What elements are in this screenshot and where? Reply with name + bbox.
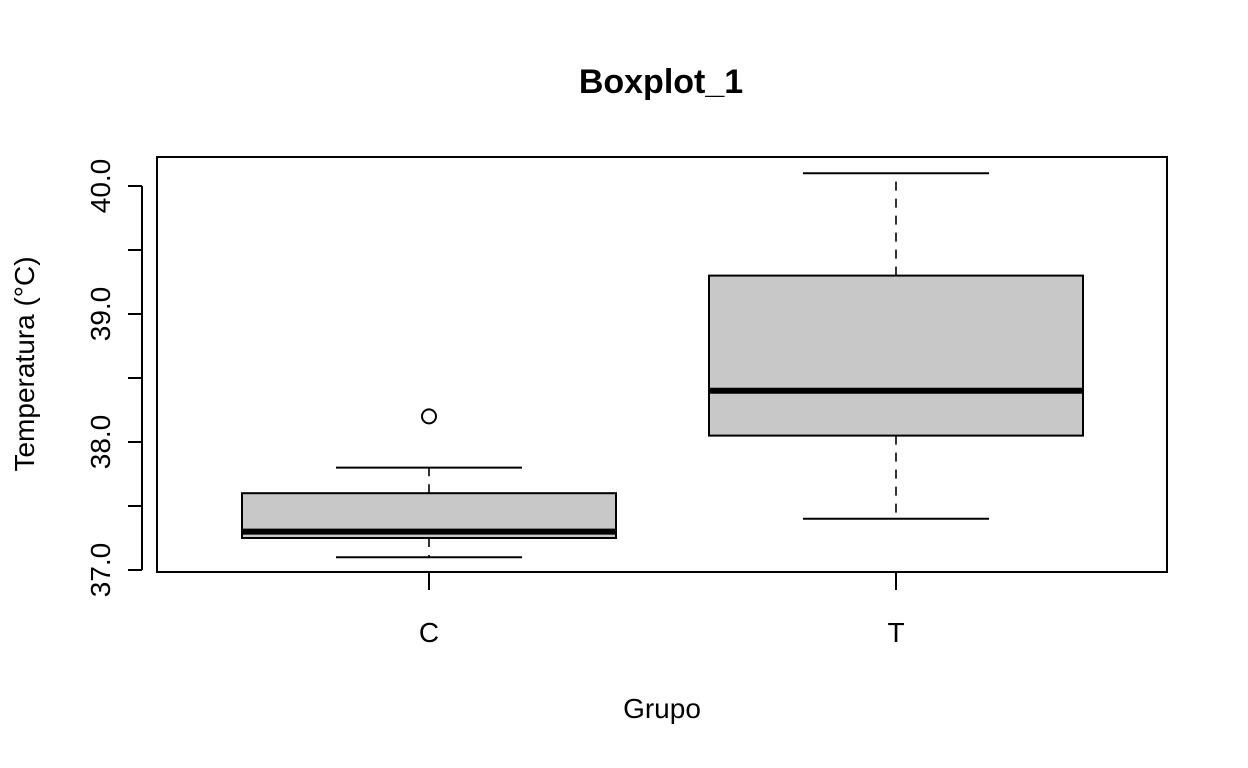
y-tick-label: 39.0: [85, 287, 116, 342]
y-axis-label: Temperatura (°C): [9, 256, 40, 471]
chart-title: Boxplot_1: [579, 63, 743, 101]
y-tick-label: 38.0: [85, 415, 116, 470]
y-tick-label: 37.0: [85, 543, 116, 598]
box-t: [708, 172, 1084, 520]
x-tick-label: T: [887, 617, 904, 648]
boxes-layer: [241, 172, 1084, 559]
outlier-point: [421, 408, 437, 425]
plot-area-frame: [156, 156, 1168, 573]
box-c: [241, 408, 617, 559]
box-iqr: [708, 274, 1084, 437]
y-axis: 37.0 38.0 39.0 40.0: [85, 159, 143, 598]
x-tick-label: C: [419, 617, 439, 648]
x-axis-label: Grupo: [623, 693, 701, 724]
y-tick-label: 40.0: [85, 159, 116, 214]
